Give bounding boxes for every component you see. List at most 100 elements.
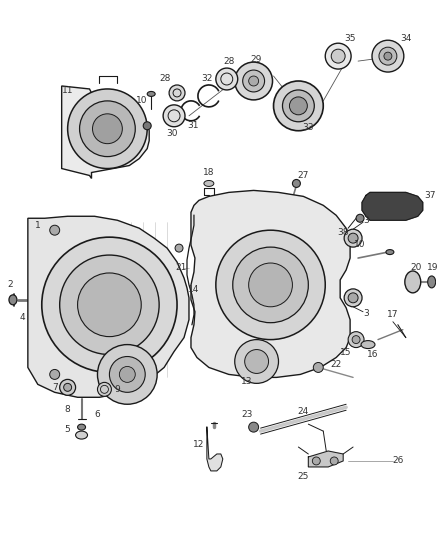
Ellipse shape bbox=[283, 90, 314, 122]
Ellipse shape bbox=[169, 85, 185, 101]
Circle shape bbox=[92, 114, 122, 144]
Ellipse shape bbox=[9, 295, 17, 305]
Circle shape bbox=[42, 237, 177, 373]
Circle shape bbox=[120, 367, 135, 382]
Text: 13: 13 bbox=[241, 377, 252, 386]
Ellipse shape bbox=[243, 70, 265, 92]
Text: 2: 2 bbox=[7, 280, 13, 289]
Text: 38: 38 bbox=[337, 228, 349, 237]
Ellipse shape bbox=[361, 341, 375, 349]
Circle shape bbox=[235, 340, 279, 383]
Text: 29: 29 bbox=[250, 54, 261, 63]
Circle shape bbox=[313, 362, 323, 373]
Text: 5: 5 bbox=[65, 425, 71, 434]
Text: 31: 31 bbox=[187, 122, 199, 130]
Circle shape bbox=[348, 293, 358, 303]
Ellipse shape bbox=[427, 276, 436, 288]
Text: 37: 37 bbox=[424, 191, 435, 200]
Text: 7: 7 bbox=[52, 383, 57, 392]
Text: 3: 3 bbox=[363, 309, 369, 318]
Polygon shape bbox=[207, 427, 223, 471]
Text: 35: 35 bbox=[344, 34, 356, 43]
Text: 22: 22 bbox=[331, 360, 342, 369]
Text: 14: 14 bbox=[188, 285, 200, 294]
Text: 27: 27 bbox=[298, 171, 309, 180]
Polygon shape bbox=[191, 190, 350, 377]
Ellipse shape bbox=[216, 68, 238, 90]
Text: 6: 6 bbox=[95, 410, 100, 419]
Text: 3: 3 bbox=[363, 216, 369, 225]
Text: 19: 19 bbox=[427, 263, 438, 272]
Text: 1: 1 bbox=[35, 221, 41, 230]
Polygon shape bbox=[62, 86, 149, 179]
Ellipse shape bbox=[249, 76, 258, 86]
Ellipse shape bbox=[384, 52, 392, 60]
Circle shape bbox=[67, 89, 147, 168]
Ellipse shape bbox=[331, 49, 345, 63]
Ellipse shape bbox=[379, 47, 397, 65]
Circle shape bbox=[64, 383, 72, 391]
Circle shape bbox=[245, 350, 268, 374]
Text: 21: 21 bbox=[175, 263, 187, 272]
Circle shape bbox=[344, 289, 362, 307]
Circle shape bbox=[78, 273, 141, 337]
Text: 12: 12 bbox=[193, 440, 204, 449]
Text: 10: 10 bbox=[136, 96, 147, 106]
Text: 25: 25 bbox=[298, 472, 309, 481]
Circle shape bbox=[98, 344, 157, 404]
Circle shape bbox=[356, 214, 364, 222]
Circle shape bbox=[175, 244, 183, 252]
Text: 28: 28 bbox=[223, 56, 234, 66]
Text: 32: 32 bbox=[201, 74, 212, 83]
Text: 15: 15 bbox=[340, 348, 352, 357]
Circle shape bbox=[344, 229, 362, 247]
Text: 34: 34 bbox=[400, 34, 412, 43]
Circle shape bbox=[50, 369, 60, 379]
Ellipse shape bbox=[386, 249, 394, 255]
Text: 23: 23 bbox=[241, 410, 252, 419]
Circle shape bbox=[50, 225, 60, 235]
Polygon shape bbox=[362, 192, 423, 220]
Ellipse shape bbox=[372, 40, 404, 72]
Text: 18: 18 bbox=[203, 168, 215, 177]
Circle shape bbox=[60, 255, 159, 354]
Text: 17: 17 bbox=[387, 310, 399, 319]
Ellipse shape bbox=[235, 62, 272, 100]
Circle shape bbox=[249, 422, 258, 432]
Text: 26: 26 bbox=[392, 456, 403, 465]
Ellipse shape bbox=[405, 271, 421, 293]
Circle shape bbox=[98, 382, 111, 397]
Text: 33: 33 bbox=[303, 123, 314, 132]
Ellipse shape bbox=[293, 180, 300, 188]
Ellipse shape bbox=[290, 97, 307, 115]
Circle shape bbox=[143, 122, 151, 130]
Circle shape bbox=[348, 233, 358, 243]
Polygon shape bbox=[308, 451, 343, 467]
Circle shape bbox=[352, 336, 360, 344]
Circle shape bbox=[80, 101, 135, 157]
Text: 20: 20 bbox=[410, 263, 421, 272]
Text: 16: 16 bbox=[367, 350, 379, 359]
Text: 24: 24 bbox=[298, 407, 309, 416]
Ellipse shape bbox=[204, 181, 214, 187]
Circle shape bbox=[312, 457, 320, 465]
Text: 30: 30 bbox=[166, 129, 178, 138]
Ellipse shape bbox=[76, 431, 88, 439]
Text: 4: 4 bbox=[19, 313, 25, 322]
Circle shape bbox=[110, 357, 145, 392]
Text: 28: 28 bbox=[159, 74, 171, 83]
Ellipse shape bbox=[78, 424, 85, 430]
Text: 11: 11 bbox=[62, 86, 74, 95]
Text: 9: 9 bbox=[114, 385, 120, 394]
Circle shape bbox=[233, 247, 308, 322]
Ellipse shape bbox=[273, 81, 323, 131]
Text: 10: 10 bbox=[354, 240, 366, 248]
Circle shape bbox=[249, 263, 293, 307]
Circle shape bbox=[60, 379, 76, 395]
Circle shape bbox=[330, 457, 338, 465]
Ellipse shape bbox=[325, 43, 351, 69]
Ellipse shape bbox=[147, 92, 155, 96]
Ellipse shape bbox=[163, 105, 185, 127]
Circle shape bbox=[216, 230, 325, 340]
Circle shape bbox=[348, 332, 364, 348]
